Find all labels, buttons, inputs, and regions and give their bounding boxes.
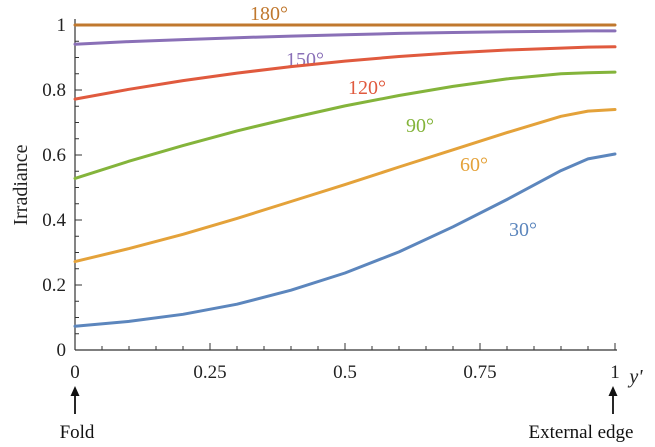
y-tick-label: 0.6 [42, 145, 66, 166]
series-label: 120° [348, 77, 386, 99]
y-axis-title: Irradiance [10, 144, 32, 225]
external-edge-arrow-icon [608, 386, 618, 396]
series-line [73, 152, 617, 328]
y-tick-label: 0.2 [42, 275, 66, 296]
series-line [73, 29, 617, 46]
series-line [73, 45, 617, 101]
series-label: 90° [406, 115, 434, 137]
y-tick-label: 0 [57, 340, 67, 361]
y-tick-label: 0.4 [42, 210, 66, 231]
x-tick-label: 0.5 [333, 362, 357, 383]
series-line [73, 108, 617, 264]
external-edge-marker: External edge [529, 386, 634, 443]
series-label: 180° [250, 3, 288, 25]
fold-label: Fold [60, 422, 95, 443]
x-tick-label: 0.25 [193, 362, 226, 383]
series-label: 60° [460, 154, 488, 176]
x-axis-title: y' [627, 366, 643, 388]
series-line [73, 70, 617, 180]
y-tick-label: 0.8 [42, 80, 66, 101]
external-edge-label: External edge [529, 422, 634, 443]
plot-area: 0 0.25 0.5 0.75 100.20.40.60.81180°150°120°9… [42, 3, 620, 383]
fold-arrow-icon [70, 386, 80, 396]
x-tick-label: 0.75 [463, 362, 496, 383]
x-tick-label: 1 [610, 362, 620, 383]
y-tick-label: 1 [57, 15, 67, 36]
fold-marker: Fold [60, 386, 95, 443]
x-tick-label: 0 [70, 362, 80, 383]
series-label: 30° [509, 219, 537, 241]
